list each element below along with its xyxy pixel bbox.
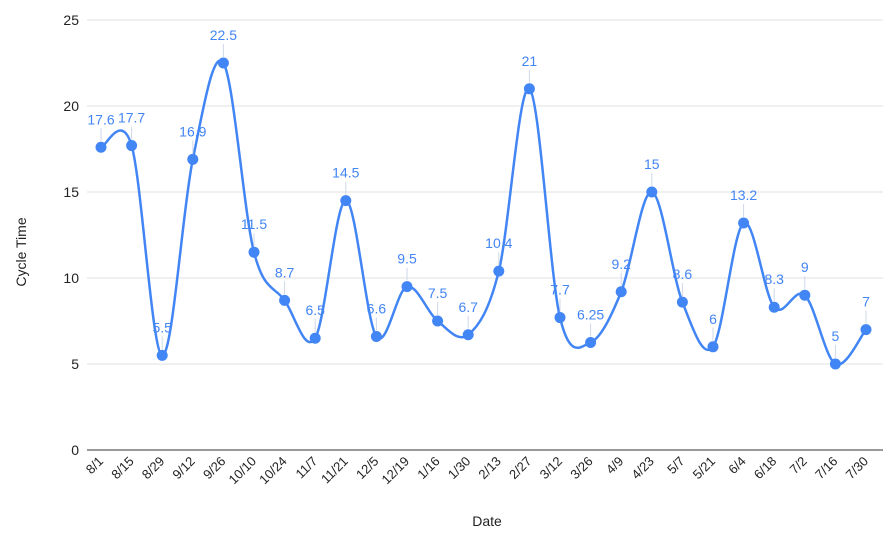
data-point xyxy=(860,324,872,336)
data-label: 9 xyxy=(801,259,809,275)
data-label: 15 xyxy=(644,156,660,172)
x-tick-label: 12/19 xyxy=(379,454,413,488)
data-label: 13.2 xyxy=(730,187,757,203)
data-point xyxy=(738,217,750,229)
y-axis-title: Cycle Time xyxy=(13,217,29,286)
data-point xyxy=(217,57,229,69)
data-point xyxy=(829,358,841,370)
x-axis-title: Date xyxy=(472,513,502,529)
data-label: 6.25 xyxy=(577,307,604,323)
x-tick-label: 11/7 xyxy=(293,454,321,482)
data-point xyxy=(554,312,566,324)
data-point xyxy=(370,330,382,342)
data-point xyxy=(707,341,719,353)
data-label: 10.4 xyxy=(485,235,512,251)
series-line-path xyxy=(100,59,868,366)
data-label: 8.3 xyxy=(764,271,784,287)
data-point xyxy=(799,289,811,301)
data-label: 6.6 xyxy=(367,300,387,316)
data-label: 16.9 xyxy=(179,123,206,139)
x-tick-label: 5/21 xyxy=(690,454,719,483)
data-label: 7 xyxy=(862,294,870,310)
x-tick-label: 10/24 xyxy=(256,454,290,488)
x-tick-label: 6/4 xyxy=(725,454,748,477)
x-tick-label: 1/30 xyxy=(445,454,474,483)
x-tick-label: 7/2 xyxy=(787,454,810,477)
data-point xyxy=(340,195,352,207)
y-tick-label: 0 xyxy=(71,442,79,458)
y-tick-label: 5 xyxy=(71,356,79,372)
data-label: 17.7 xyxy=(118,110,145,126)
data-label: 14.5 xyxy=(332,165,359,181)
x-tick-label: 12/5 xyxy=(353,454,382,483)
x-tick-label: 8/15 xyxy=(108,454,137,483)
data-label: 7.7 xyxy=(550,282,570,298)
data-label: 9.5 xyxy=(397,251,417,267)
x-tick-label: 9/12 xyxy=(169,454,198,483)
data-point xyxy=(95,141,107,153)
data-label: 22.5 xyxy=(210,27,237,43)
data-label: 7.5 xyxy=(428,285,448,301)
data-label: 21 xyxy=(522,53,538,69)
x-tick-label: 4/9 xyxy=(603,454,626,477)
data-point xyxy=(432,315,444,327)
x-tick-label: 8/1 xyxy=(83,454,106,477)
data-labels: 17.6 17.7 5.5 16.9 22.5 11.5 8.7 6.5 14.5 6.6 9.5 7… xyxy=(87,27,870,358)
data-label: 6.7 xyxy=(458,299,478,315)
x-tick-label: 2/27 xyxy=(506,454,535,483)
data-point xyxy=(676,296,688,308)
data-point xyxy=(248,246,260,258)
data-point xyxy=(126,140,138,152)
data-label: 5.5 xyxy=(152,319,172,335)
data-point xyxy=(309,332,321,344)
gridlines xyxy=(87,19,883,451)
x-tick-label: 5/7 xyxy=(664,454,687,477)
data-point xyxy=(156,349,168,361)
y-tick-label: 25 xyxy=(63,12,79,28)
data-label: 6.5 xyxy=(305,302,325,318)
data-point xyxy=(493,265,505,277)
y-tick-label: 10 xyxy=(63,270,79,286)
data-point xyxy=(768,301,780,313)
y-tick-label: 15 xyxy=(63,184,79,200)
x-tick-label: 3/26 xyxy=(567,454,596,483)
data-label: 6 xyxy=(709,311,717,327)
data-point xyxy=(462,329,474,341)
x-tick-label: 11/21 xyxy=(318,454,351,487)
x-tick-label: 7/30 xyxy=(843,454,872,483)
x-tick-label: 10/10 xyxy=(226,454,260,488)
x-tick-label: 7/16 xyxy=(812,454,841,483)
data-label: 5 xyxy=(832,328,840,344)
data-point xyxy=(523,83,535,95)
x-tick-label: 4/23 xyxy=(628,454,657,483)
x-tick-label: 3/12 xyxy=(537,454,566,483)
x-tick-label: 9/26 xyxy=(200,454,229,483)
x-tick-label: 8/29 xyxy=(139,454,168,483)
data-point xyxy=(187,153,199,165)
y-tick-label: 20 xyxy=(63,98,79,114)
data-point xyxy=(615,286,627,298)
data-label: 11.5 xyxy=(241,216,267,232)
data-point xyxy=(279,294,291,306)
data-label: 8.7 xyxy=(275,264,295,280)
data-label: 9.2 xyxy=(611,256,631,272)
x-tick-label: 2/13 xyxy=(475,454,504,483)
data-label: 8.6 xyxy=(673,266,693,282)
data-point xyxy=(646,186,658,198)
data-label: 17.6 xyxy=(87,111,114,127)
data-point xyxy=(585,337,597,348)
x-tick-label: 6/18 xyxy=(751,454,780,483)
series-line xyxy=(95,57,872,370)
data-point xyxy=(401,281,413,293)
x-tick-label: 1/16 xyxy=(414,454,443,483)
y-axis-ticks: 0 5 10 15 20 25 xyxy=(63,12,79,458)
